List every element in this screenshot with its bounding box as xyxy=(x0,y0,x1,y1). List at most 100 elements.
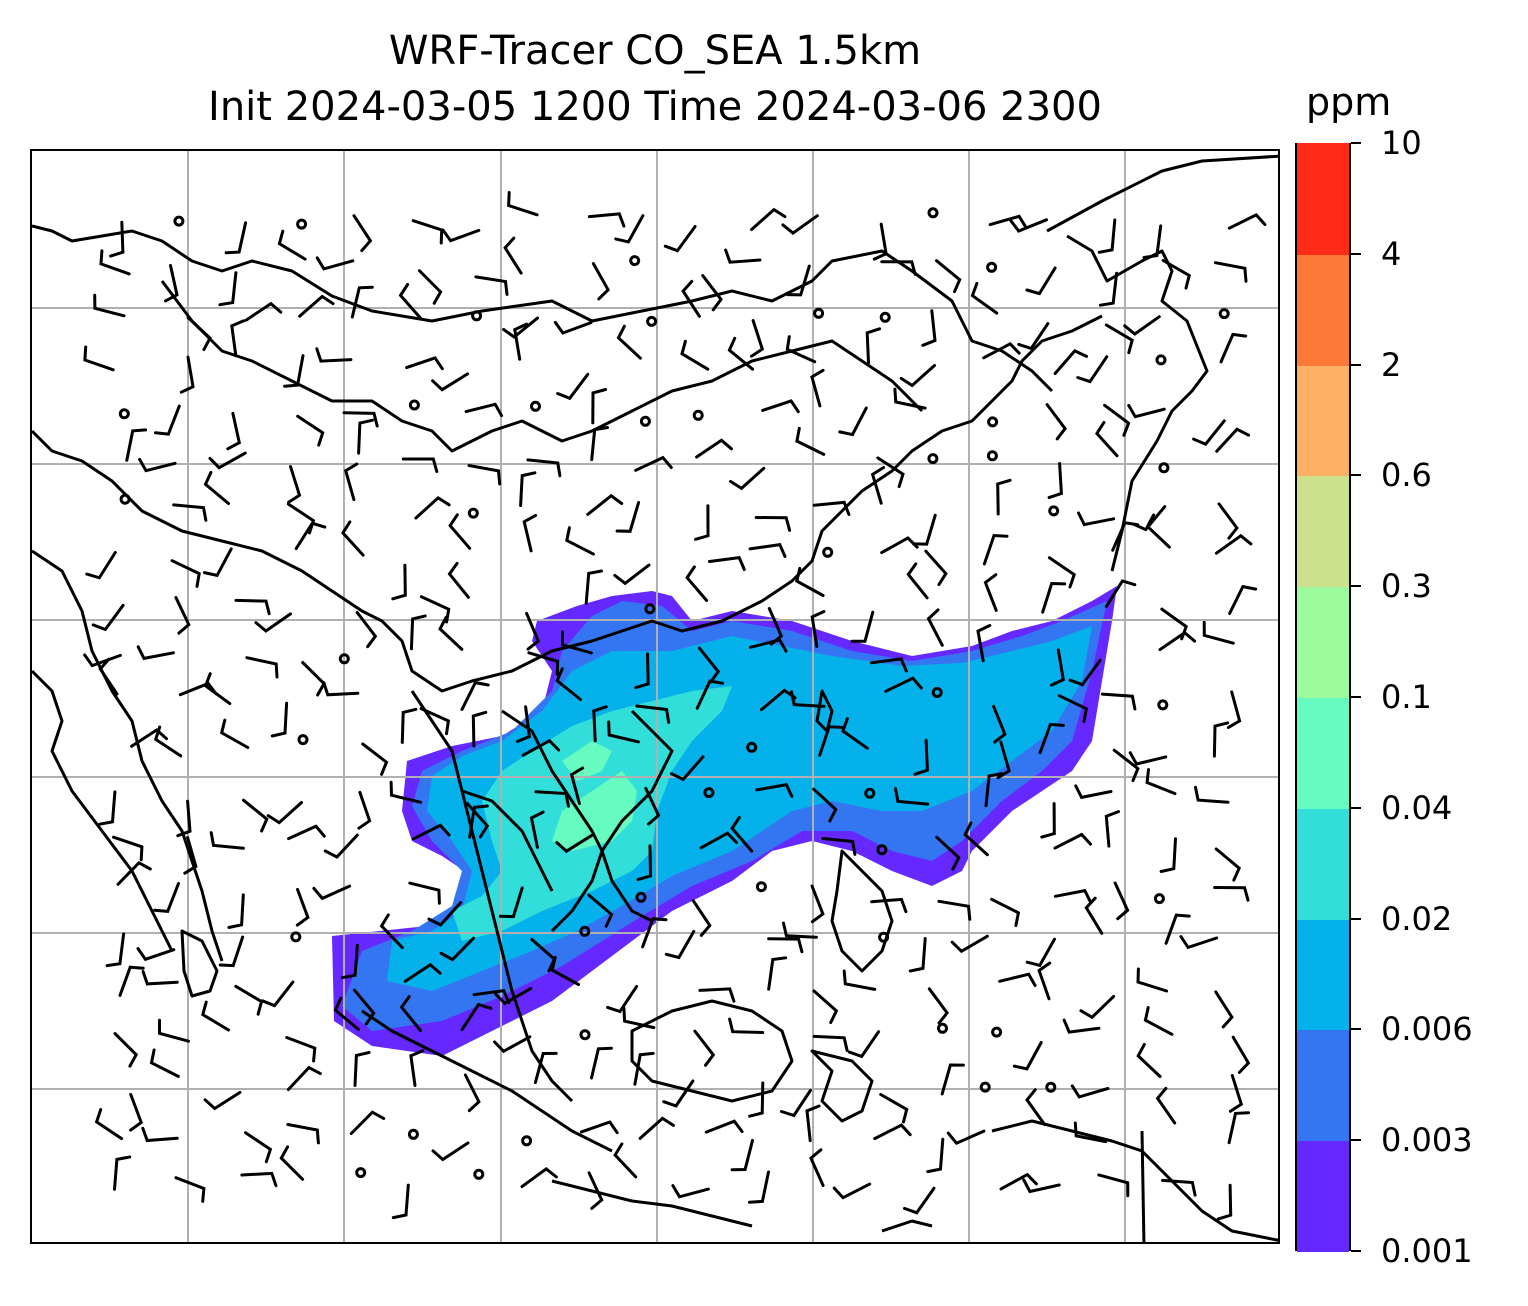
colorbar-band xyxy=(1297,807,1349,920)
wind-barb xyxy=(899,364,936,388)
colorbar-tick-label: 10 xyxy=(1381,124,1422,162)
wind-barb xyxy=(203,1090,242,1111)
colorbar-band xyxy=(1297,1140,1349,1252)
wind-barb xyxy=(998,972,1037,987)
wind-barb xyxy=(1226,690,1242,729)
wind-barb xyxy=(286,1123,320,1145)
colorbar-tick xyxy=(1351,474,1361,477)
wind-barb xyxy=(270,701,289,738)
wind-barb xyxy=(400,707,418,744)
wind-barb xyxy=(1143,1006,1174,1036)
wind-barb xyxy=(937,899,972,921)
wind-barb xyxy=(93,293,126,318)
calm-wind-marker xyxy=(407,1128,419,1140)
wind-barb xyxy=(671,1184,710,1199)
wind-barb xyxy=(1192,419,1226,447)
wind-barb xyxy=(414,496,451,520)
calm-wind-marker xyxy=(297,734,309,746)
calm-wind-marker xyxy=(703,787,715,799)
wind-barb xyxy=(1104,810,1120,848)
wind-barb xyxy=(622,1006,656,1030)
colorbar-tick xyxy=(1351,1250,1361,1252)
wind-barb xyxy=(644,786,661,826)
wind-barb xyxy=(850,610,875,643)
wind-barb xyxy=(301,661,326,697)
wind-barb xyxy=(357,418,375,455)
wind-barb xyxy=(287,465,302,504)
wind-barb xyxy=(441,228,481,243)
wind-barb xyxy=(750,207,787,231)
wind-barb xyxy=(227,893,245,929)
wind-barb xyxy=(409,614,427,651)
wind-barb xyxy=(555,667,582,701)
wind-barb xyxy=(285,1036,317,1063)
colorbar-tick-label: 0.3 xyxy=(1381,567,1432,606)
wind-barb xyxy=(438,615,464,651)
wind-barb xyxy=(1161,1178,1197,1197)
wind-barb xyxy=(355,611,378,649)
wind-barb xyxy=(880,536,919,555)
wind-barb xyxy=(724,248,762,264)
wind-barb xyxy=(906,562,929,600)
colorbar-tick-label: 0.02 xyxy=(1381,899,1453,938)
wind-barb xyxy=(1097,218,1117,254)
wind-barb xyxy=(411,219,444,245)
wind-barb xyxy=(154,404,181,436)
wind-barb xyxy=(785,335,817,364)
wind-barb xyxy=(1045,403,1067,441)
wind-barb xyxy=(1025,937,1056,968)
wind-barb xyxy=(1228,584,1258,615)
wind-barb xyxy=(810,610,826,648)
wind-barb xyxy=(976,624,992,663)
wind-barb xyxy=(633,1051,655,1086)
wind-barb xyxy=(529,810,545,849)
calm-wind-marker xyxy=(473,1168,485,1180)
wind-barb xyxy=(224,221,248,255)
calm-wind-marker xyxy=(986,261,998,273)
wind-barb xyxy=(963,821,989,857)
wind-barb xyxy=(1012,1041,1043,1071)
wind-barb xyxy=(810,368,825,408)
calm-wind-marker xyxy=(579,925,591,937)
wind-barb xyxy=(342,411,379,428)
wind-barb xyxy=(1194,785,1230,804)
wind-barb xyxy=(990,897,1021,928)
wind-barb xyxy=(587,893,614,928)
colorbar-band xyxy=(1297,697,1349,809)
wind-barb xyxy=(1145,768,1177,796)
wind-barb xyxy=(170,559,201,588)
wind-barb xyxy=(748,1081,765,1118)
calm-wind-marker xyxy=(979,1081,991,1093)
wind-barb xyxy=(286,502,316,535)
calm-wind-marker xyxy=(1153,893,1165,905)
wind-barb xyxy=(983,573,998,612)
calm-wind-marker xyxy=(931,687,943,698)
wind-barb xyxy=(98,790,117,826)
wind-barb xyxy=(447,561,470,599)
wind-barb xyxy=(729,466,766,491)
wind-barb xyxy=(507,191,539,217)
wind-barb xyxy=(522,513,538,553)
wind-barb xyxy=(935,259,962,294)
colorbar-tick-label: 0.6 xyxy=(1381,456,1432,495)
wind-barb xyxy=(116,860,152,886)
wind-barb xyxy=(1057,694,1088,723)
calm-wind-marker xyxy=(1048,505,1060,517)
wind-barb xyxy=(556,372,590,401)
wind-barb xyxy=(872,222,888,261)
wind-barb xyxy=(471,710,488,748)
wind-barb xyxy=(935,835,961,871)
wind-barb xyxy=(795,426,826,456)
wind-barb xyxy=(927,987,949,1025)
wind-barb xyxy=(398,283,422,320)
colorbar-band xyxy=(1297,253,1349,366)
wind-barb xyxy=(903,1186,936,1215)
wind-barb xyxy=(999,1172,1038,1191)
wind-barb xyxy=(1062,1018,1101,1034)
calm-wind-marker xyxy=(338,653,350,665)
wind-barb xyxy=(591,388,608,425)
wind-barb xyxy=(1145,513,1171,549)
wind-barb xyxy=(315,347,353,363)
wind-barb xyxy=(419,707,451,736)
wind-barb xyxy=(353,1051,371,1087)
